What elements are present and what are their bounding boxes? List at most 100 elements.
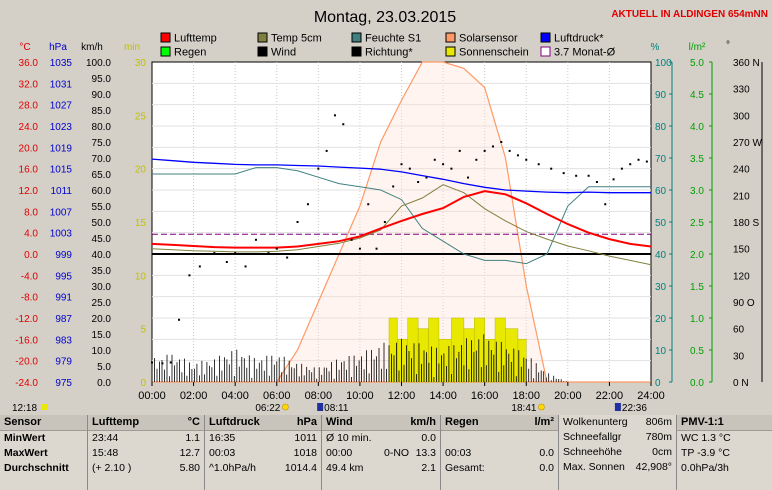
col-luftdruck: Luftdruck hPa 16:35 1011 00:03 1018 ^1.0hPa… [205, 415, 322, 490]
legend-label-7: Richtung* [365, 47, 413, 59]
tick-lm2-2: 4.0 [690, 122, 704, 133]
richtung-dot-52 [637, 158, 640, 161]
tick-celsius-2: 28.0 [19, 101, 39, 112]
wind-avg10-value: 0.0 [421, 432, 436, 444]
legend-swatch-6 [257, 46, 268, 57]
hdr-luftdruck: Luftdruck hPa [205, 415, 321, 431]
tick-kmh-2: 90.0 [92, 90, 112, 101]
unit-hpa: hPa [49, 42, 67, 53]
hdr-lufttemp: Lufttemp °C [88, 415, 204, 431]
hdr-lufttemp-label: Lufttemp [92, 416, 140, 428]
tick-kmh-8: 60.0 [92, 186, 112, 197]
legend-swatch-4 [540, 32, 551, 43]
hdr-luftdruck-unit: hPa [296, 416, 317, 428]
lufttemp-max-time: 15:48 [92, 447, 119, 459]
tick-lm2-5: 2.5 [690, 218, 704, 229]
chart-title: Montag, 23.03.2015 [314, 9, 456, 26]
col-pmv: PMV-1:1 WC 1.3 °C TP -3.9 °C 0.0hPa/3h [677, 415, 772, 490]
tick-kmh-9: 55.0 [92, 202, 112, 213]
tick-min-0: 30 [135, 58, 147, 69]
tick-direction-1: 330 [733, 85, 750, 96]
richtung-dot-3 [178, 318, 181, 321]
tick-kmh-7: 65.0 [92, 170, 112, 181]
tick-hpa-5: 1015 [50, 165, 73, 176]
sunshine-bar-6 [451, 317, 465, 383]
col-wind: Wind km/h Ø 10 min. 0.0 00:00 0-NO 13.3 49.4… [322, 415, 441, 490]
richtung-dot-53 [645, 160, 648, 163]
richtung-dot-51 [629, 163, 632, 166]
tick-lm2-0: 5.0 [690, 58, 704, 69]
tick-hpa-12: 987 [55, 314, 72, 325]
luftdruck-avg: ^1.0hPa/h 1014.4 [205, 461, 321, 476]
luftdruck-avg-value: 1014.4 [284, 462, 317, 474]
pmv-dewpoint: TP -3.9 °C [681, 447, 730, 459]
col-sensor: Sensor MinWert MaxWert Durchschnitt [0, 415, 88, 490]
lufttemp-avg: (+ 2.10 ) 5.80 [88, 461, 204, 476]
richtung-dot-34 [467, 176, 470, 179]
richtung-dot-38 [500, 141, 503, 143]
lufttemp-avg-trend: (+ 2.10 ) [92, 462, 132, 474]
wind-avg: 49.4 km 2.1 [322, 461, 440, 476]
sunshine-bar-0 [388, 317, 398, 383]
snowline: Schneefallgr 780m [559, 430, 676, 445]
series-solarsensor [152, 61, 651, 383]
series-lufttemp [151, 190, 652, 249]
regen-row1 [441, 431, 558, 446]
col-regen: Regen l/m² 00:03 0.0 Gesamt: 0.0 [441, 415, 559, 490]
tick-kmh-12: 40.0 [92, 250, 112, 261]
tick-hpa-7: 1007 [50, 207, 73, 218]
sunshine-bar-5 [438, 339, 452, 383]
richtung-dot-15 [306, 203, 309, 206]
hdr-wind: Wind km/h [322, 415, 440, 431]
xtick-label-11: 22:00 [596, 390, 624, 402]
max-sun: Max. Sonnen 42,908° [559, 460, 676, 475]
tick-min-4: 10 [135, 271, 147, 282]
tick-percent-4: 60 [655, 186, 667, 197]
tick-kmh-18: 10.0 [92, 346, 112, 357]
luftdruck-max: 00:03 1018 [205, 446, 321, 461]
tick-direction-12: 0 N [733, 378, 749, 389]
xtick-label-12: 24:00 [637, 390, 665, 402]
lufttemp-min: 23:44 1.1 [88, 431, 204, 446]
legend-swatch-2 [351, 32, 362, 43]
series-feuchte-s1 [152, 167, 651, 265]
sunshine-bar-3 [417, 328, 429, 383]
tick-celsius-1: 32.0 [19, 79, 39, 90]
richtung-dot-42 [537, 163, 540, 166]
snowline-value: 780m [645, 431, 672, 443]
richtung-dot-26 [400, 163, 403, 166]
regen-total-value: 0.0 [539, 462, 554, 474]
live-label: AKTUELL IN ALDINGEN 654mNN [611, 9, 768, 20]
tick-kmh-14: 30.0 [92, 282, 112, 293]
legend-label-8: Sonnenschein [459, 47, 529, 59]
tick-lm2-1: 4.5 [690, 90, 704, 101]
hdr-sensor: Sensor [0, 415, 87, 431]
unit-kmh: km/h [81, 42, 103, 53]
unit-percent: % [651, 42, 660, 53]
legend-label-2: Feuchte S1 [365, 33, 421, 45]
legend-swatch-0 [160, 32, 171, 43]
row-min-label: MinWert [4, 432, 46, 444]
richtung-dot-16 [317, 167, 320, 170]
richtung-dot-0 [151, 361, 153, 364]
weather-chart: Montag, 23.03.2015 AKTUELL IN ALDINGEN 6… [12, 9, 768, 414]
richtung-dot-28 [417, 181, 420, 183]
tick-hpa-10: 995 [55, 271, 72, 282]
tick-min-6: 0 [140, 378, 146, 389]
regen-total: Gesamt: 0.0 [441, 461, 558, 476]
richtung-dot-35 [475, 158, 478, 161]
legend-swatch-9 [540, 46, 551, 57]
richtung-dot-49 [612, 178, 615, 181]
legend-swatch-3 [445, 32, 456, 43]
xtick-label-9: 18:00 [512, 390, 540, 402]
tick-kmh-20: 0.0 [97, 378, 111, 389]
tick-hpa-11: 991 [55, 293, 72, 304]
tick-direction-11: 30 [733, 351, 745, 362]
richtung-dot-17 [325, 149, 328, 152]
tick-celsius-14: -20.0 [15, 357, 38, 368]
xtick-label-3: 06:00 [263, 390, 291, 402]
hdr-lufttemp-unit: °C [187, 416, 200, 428]
luftdruck-min-value: 1011 [294, 432, 317, 444]
richtung-dot-31 [442, 163, 445, 166]
tick-direction-5: 210 [733, 191, 750, 202]
